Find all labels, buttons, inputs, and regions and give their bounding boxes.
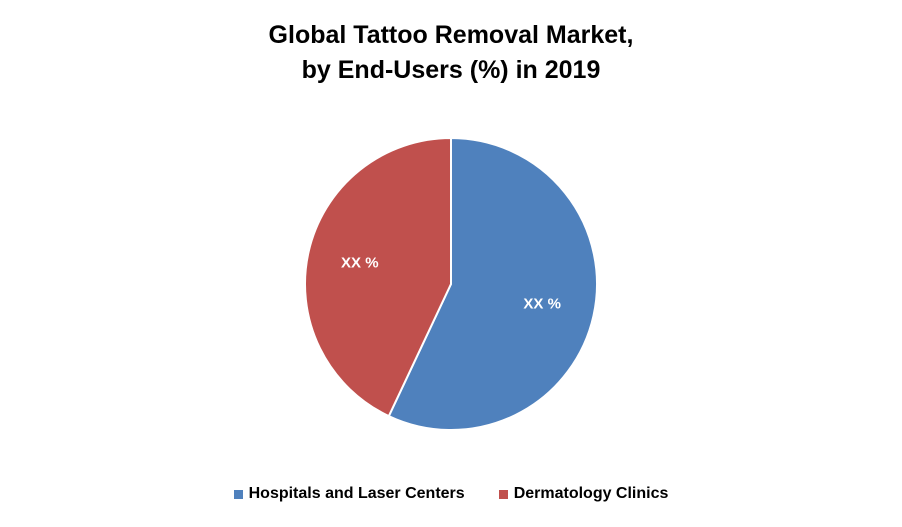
- legend-item-hospitals: Hospitals and Laser Centers: [233, 485, 465, 503]
- legend-label-dermatology: Dermatology Clinics: [513, 485, 669, 502]
- legend-swatch-hospitals: [233, 489, 243, 499]
- legend-item-dermatology: Dermatology Clinics: [498, 485, 669, 503]
- chart-title: Global Tattoo Removal Market,: [268, 21, 634, 49]
- data-label-dermatology: XX %: [341, 255, 379, 272]
- legend-swatch-dermatology: [498, 489, 508, 499]
- pie-slice-dermatology: [304, 136, 452, 418]
- legend: Hospitals and Laser Centers Dermatology …: [0, 485, 902, 503]
- legend-label-hospitals: Hospitals and Laser Centers: [248, 485, 465, 502]
- data-label-hospitals: XX %: [523, 295, 561, 312]
- chart-subtitle: by End-Users (%) in 2019: [301, 56, 601, 84]
- pie-slice-hospitals: [387, 136, 598, 431]
